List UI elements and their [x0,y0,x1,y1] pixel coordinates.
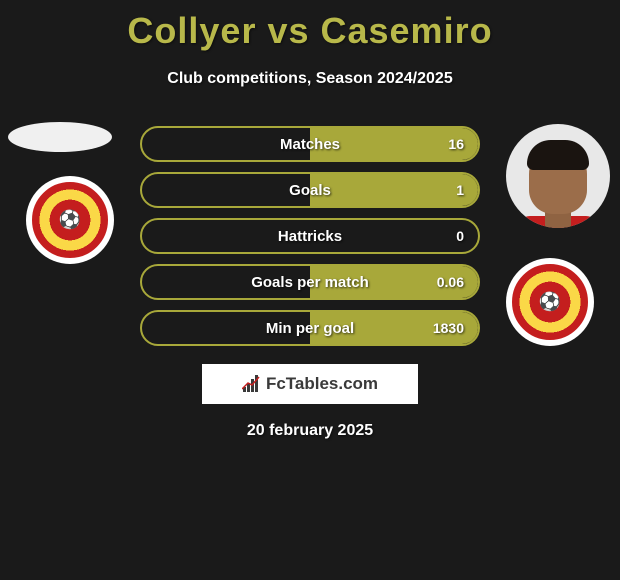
brand-box[interactable]: FcTables.com [202,364,418,404]
date-text: 20 february 2025 [0,422,620,440]
stat-label: Min per goal [266,320,354,337]
club-badge-right: ⚽ [506,258,594,346]
stat-bar: Goals 1 [140,172,480,208]
stat-label: Goals per match [251,274,369,291]
stat-bar: Goals per match 0.06 [140,264,480,300]
club-badge-left: ⚽ [26,176,114,264]
stats-container: Matches 16 Goals 1 Hattricks 0 Goals per match… [140,126,480,346]
manchester-united-crest-icon: ⚽ [512,264,588,340]
stat-fill-right [310,174,478,206]
stat-bar: Min per goal 1830 [140,310,480,346]
brand-text: FcTables.com [266,374,378,394]
stat-value-right: 16 [448,136,464,152]
chart-icon [242,375,262,393]
stat-bar: Matches 16 [140,126,480,162]
stat-value-right: 1 [456,182,464,198]
page-title: Collyer vs Casemiro [0,0,620,52]
manchester-united-crest-icon: ⚽ [32,182,108,258]
stat-value-right: 1830 [433,320,464,336]
stat-label: Goals [289,182,331,199]
player-left-avatar [8,122,112,152]
subtitle: Club competitions, Season 2024/2025 [0,70,620,88]
stat-value-right: 0 [456,228,464,244]
stat-value-right: 0.06 [437,274,464,290]
player-right-avatar [506,124,610,228]
stat-bar: Hattricks 0 [140,218,480,254]
player-face-icon [518,138,598,228]
stat-label: Matches [280,136,340,153]
stat-label: Hattricks [278,228,342,245]
